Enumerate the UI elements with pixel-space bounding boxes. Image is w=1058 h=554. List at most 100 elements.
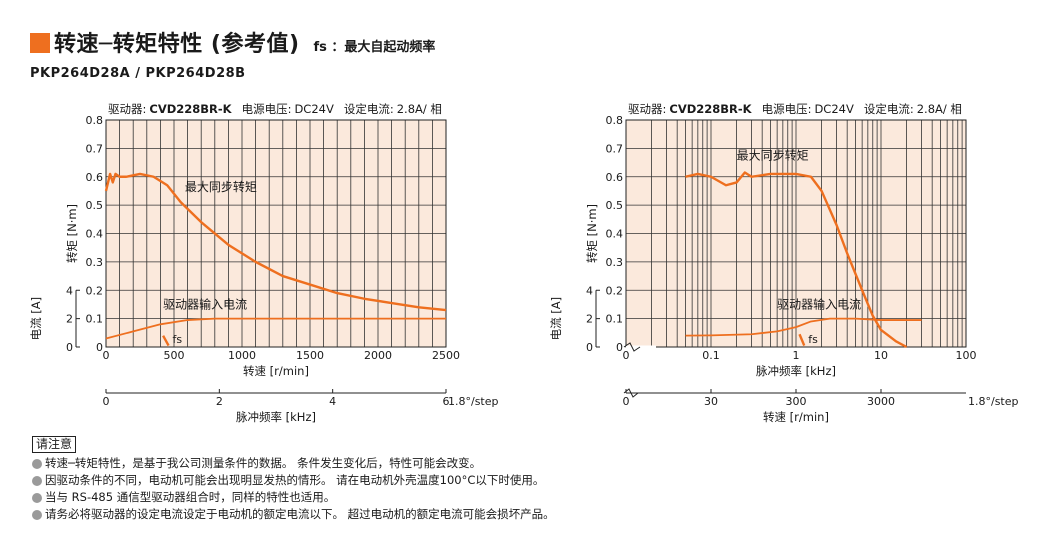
y-tick-label: 0.5 [86,199,104,212]
driver-info-text: 电源电压: [242,102,292,116]
fs-definition-note: fs ：最大自起动频率 [313,40,436,55]
secondary-x-tick-label: 300 [786,395,807,408]
current-tick-label: 2 [586,313,593,326]
x-tick-label: 1000 [228,349,256,362]
y-tick-label: 0.3 [606,256,624,269]
x-tick-label: 0 [623,349,630,362]
driver-info-text: 电源电压: [762,102,812,116]
note-item: 请务必将驱动器的设定电流设定于电动机的额定电流以下。 超过电动机的额定电流可能会… [32,506,555,523]
y-tick-label: 0.2 [86,284,104,297]
series-annotation-label: 最大同步转矩 [737,148,809,163]
x-tick-label: 500 [164,349,185,362]
y-tick-label: 0.1 [86,313,104,326]
notes-title: 请注意 [32,436,77,453]
secondary-x-axis-label: 转速 [r/min] [763,410,829,424]
y-tick-label: 0.8 [86,114,104,127]
driver-info-text: 驱动器: [628,102,666,116]
note-item: 转速─转矩特性，是基于我公司测量条件的数据。 条件发生变化后，特性可能会改变。 [32,455,555,472]
driver-info-text: 2.8A/ 相 [917,102,962,116]
y-tick-label: 0.3 [86,256,104,269]
y-tick-label: 0.2 [606,284,624,297]
x-tick-label: 1 [793,349,800,362]
current-tick-label: 4 [586,284,593,297]
current-tick-label: 0 [66,341,73,354]
current-tick-label: 0 [586,341,593,354]
driver-info-text: 驱动器: [108,102,146,116]
x-axis-label: 脉冲频率 [kHz] [756,364,836,378]
series-annotation-label: 最大同步转矩 [185,179,257,194]
series-line-torque [104,172,447,312]
y-tick-label: 0.4 [606,228,624,241]
fs-mark-line [798,333,806,347]
notes-section: 请注意 转速─转矩特性，是基于我公司测量条件的数据。 条件发生变化后，特性可能会… [32,436,555,523]
y-tick-label: 0.5 [606,199,624,212]
series-line-current [685,317,922,337]
bullet-icon [32,458,42,469]
driver-info-text: CVD228BR-K [669,102,752,116]
axis-break-mark [623,342,641,352]
x-axis-label: 转速 [r/min] [243,364,309,378]
chart-linear-speed: 驱动器: CVD228BR-K 电源电压: DC24V 设定电流: 2.8A/ 相 0 0.1… [29,102,499,424]
note-item: 因驱动条件的不同，电动机可能会出现明显发热的情形。 请在电动机外壳温度100°C… [32,472,555,489]
y-tick-label: 0.6 [86,171,104,184]
secondary-x-tick-label: 0 [103,395,110,408]
title-marker-square [30,33,50,53]
fs-mark-line [162,335,170,347]
series-line-torque [685,171,908,349]
page-title: 转速─转矩特性 (参考值) [54,32,300,57]
secondary-x-tick-label: 6 [443,395,450,408]
secondary-x-axis-label: 脉冲频率 [kHz] [236,410,316,424]
note-text: 转速─转矩特性，是基于我公司测量条件的数据。 条件发生变化后，特性可能会改变。 [45,456,482,470]
y-axis-label: 转矩 [N·m] [65,204,79,263]
series-annotation-label: 驱动器输入电流 [777,297,861,312]
fs-mark-label: fs [173,333,183,346]
y-tick-label: 0.1 [606,313,624,326]
step-angle-label: 1.8°/step [448,395,499,408]
y-tick-label: 0.7 [86,142,104,155]
driver-info-text: CVD228BR-K [149,102,232,116]
y-tick-label: 0 [96,341,103,354]
current-tick-label: 2 [66,313,73,326]
driver-info-text: 2.8A/ 相 [397,102,442,116]
note-text: 当与 RS-485 通信型驱动器组合时，同样的特性也适用。 [45,490,336,504]
page-header: 转速─转矩特性 (参考值) fs ：最大自起动频率 [30,26,436,57]
driver-info-text: DC24V [814,102,854,116]
y-tick-label: 0 [616,341,623,354]
bullet-icon [32,509,42,520]
secondary-x-tick-label: 2 [216,395,223,408]
secondary-x-tick-label: 0 [623,395,630,408]
model-numbers: PKP264D28A / PKP264D28B [30,66,246,81]
bullet-icon [32,492,42,503]
y-tick-label: 0.4 [86,228,104,241]
chart-log-frequency: 驱动器: CVD228BR-K 电源电压: DC24V 设定电流: 2.8A/ 相 0 0.1… [549,102,1019,424]
x-tick-label: 0 [103,349,110,362]
note-item: 当与 RS-485 通信型驱动器组合时，同样的特性也适用。 [32,489,555,506]
secondary-x-tick-label: 30 [704,395,718,408]
y-axis-label: 转矩 [N·m] [585,204,599,263]
bullet-icon [32,475,42,486]
current-axis-label: 电流 [A] [549,297,563,341]
x-tick-label: 2500 [432,349,460,362]
fs-mark-label: fs [808,333,818,346]
x-tick-label: 1500 [296,349,324,362]
current-axis-label: 电流 [A] [29,297,43,341]
series-line-current [105,317,446,340]
secondary-x-tick-label: 4 [329,395,336,408]
x-tick-label: 10 [874,349,888,362]
series-annotation-label: 驱动器输入电流 [163,297,247,312]
y-tick-label: 0.7 [606,142,624,155]
x-tick-label: 0.1 [702,349,720,362]
note-text: 因驱动条件的不同，电动机可能会出现明显发热的情形。 请在电动机外壳温度100°C… [45,473,545,487]
secondary-x-tick-label: 3000 [867,395,895,408]
x-tick-label: 100 [956,349,977,362]
plot-frame [625,119,967,348]
step-angle-label: 1.8°/step [968,395,1019,408]
driver-info-text: DC24V [294,102,334,116]
current-tick-label: 4 [66,284,73,297]
y-tick-label: 0.6 [606,171,624,184]
note-text: 请务必将驱动器的设定电流设定于电动机的额定电流以下。 超过电动机的额定电流可能会… [45,507,555,521]
driver-info-text: 设定电流: [344,102,394,116]
driver-info-text: 设定电流: [864,102,914,116]
x-tick-label: 2000 [364,349,392,362]
plot-frame [105,119,447,348]
